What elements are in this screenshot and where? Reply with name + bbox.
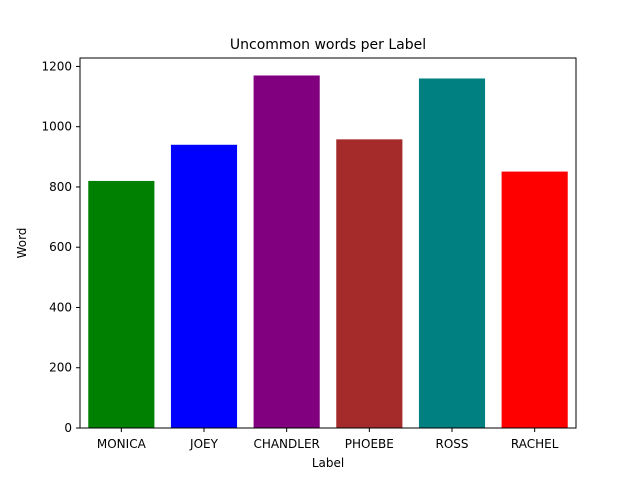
bar-rachel bbox=[501, 171, 568, 429]
chart-title: Uncommon words per Label bbox=[230, 37, 426, 53]
x-axis: MONICA JOEY CHANDLER PHOEBE ROSS RACHEL bbox=[97, 428, 559, 451]
y-axis: 0 200 400 600 800 1000 1200 bbox=[41, 59, 80, 435]
y-tick-label: 800 bbox=[49, 180, 72, 194]
plot-frame bbox=[79, 57, 577, 429]
bar-joey bbox=[170, 144, 238, 428]
x-axis-label: Label bbox=[312, 456, 344, 470]
bar-ross bbox=[418, 78, 486, 429]
bar-chandler bbox=[253, 75, 320, 428]
y-tick-label: 400 bbox=[49, 300, 72, 314]
x-tick-label: CHANDLER bbox=[253, 437, 319, 451]
y-axis-label: Word bbox=[15, 228, 29, 259]
y-tick-label: 1200 bbox=[41, 59, 72, 73]
bars-group bbox=[88, 75, 568, 429]
y-tick-label: 1000 bbox=[41, 120, 72, 134]
x-tick-label: RACHEL bbox=[511, 437, 559, 451]
x-tick-label: PHOEBE bbox=[345, 437, 394, 451]
x-tick-label: MONICA bbox=[97, 437, 147, 451]
x-tick-label: ROSS bbox=[435, 437, 468, 451]
y-tick-label: 0 bbox=[64, 421, 72, 435]
y-tick-label: 200 bbox=[49, 361, 72, 375]
x-tick-label: JOEY bbox=[189, 437, 219, 451]
y-tick-label: 600 bbox=[49, 240, 72, 254]
bar-monica bbox=[88, 180, 155, 428]
bar-phoebe bbox=[336, 139, 403, 428]
